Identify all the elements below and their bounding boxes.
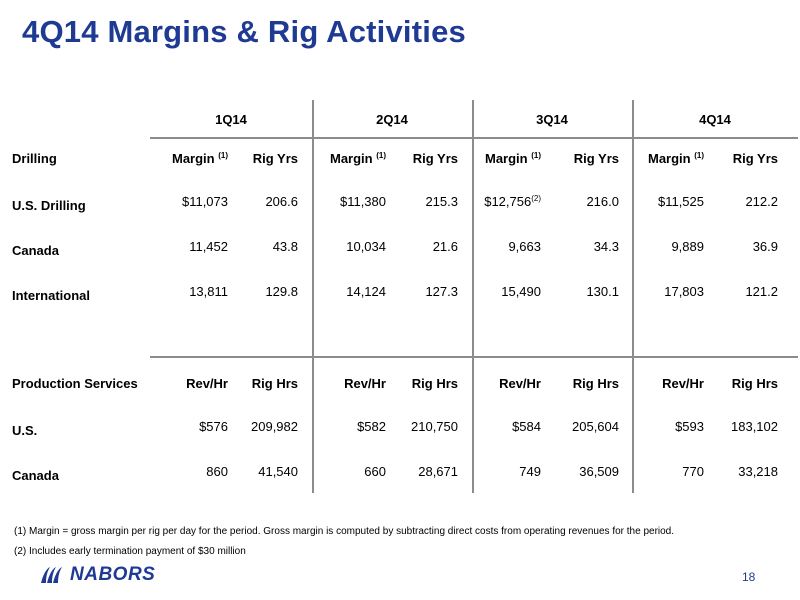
quarter-header-3q14: 3Q14 [536,112,568,127]
drilling-value-a: $11,380 [339,194,386,209]
drilling-col-a-header: Margin (1) [484,151,541,166]
drilling-value-a: $11,073 [181,194,228,209]
drilling-value-a: $11,525 [657,194,704,209]
production-value-b: 28,671 [418,464,458,479]
production-col-b-header: Rig Hrs [411,376,458,391]
drilling-value-b: 216.0 [586,194,619,209]
production-value-a: $582 [357,419,386,434]
footnote-1: (1) Margin = gross margin per rig per da… [14,526,675,537]
drilling-value-b: 206.6 [265,194,298,209]
drilling-col-a-header: Margin (1) [329,151,386,166]
section-divider [150,356,798,358]
logo-text: NABORS [70,564,156,585]
production-col-b-header: Rig Hrs [251,376,298,391]
drilling-col-b-header: Rig Yrs [573,151,619,166]
column-divider [472,100,474,493]
drilling-value-a: 14,124 [346,284,386,299]
production-row-label: U.S. [12,423,38,438]
drilling-row-label: Canada [12,243,59,258]
drilling-value-b: 130.1 [586,284,619,299]
production-value-b: 210,750 [411,419,458,434]
production-value-a: $584 [512,419,541,434]
drilling-col-a-header: Margin (1) [647,151,704,166]
drilling-value-b: 43.8 [272,239,298,254]
drilling-value-b: 129.8 [265,284,298,299]
drilling-col-b-header: Rig Yrs [732,151,778,166]
page-number: 18 [742,570,756,584]
footnote-2: (2) Includes early termination payment o… [14,546,246,557]
drilling-value-b: 212.2 [745,194,778,209]
quarter-header-2q14: 2Q14 [376,112,408,127]
production-col-a-header: Rev/Hr [499,376,541,391]
production-value-b: 183,102 [731,419,778,434]
production-value-a: $576 [199,419,228,434]
production-value-a: 770 [682,464,704,479]
drilling-value-a: 10,034 [346,239,386,254]
production-value-a: $593 [675,419,704,434]
production-value-b: 41,540 [258,464,298,479]
drilling-col-b-header: Rig Yrs [412,151,458,166]
drilling-row-label: International [12,288,91,303]
production-col-b-header: Rig Hrs [572,376,619,391]
drilling-value-a: 9,889 [671,239,704,254]
production-section-label: Production Services [12,376,138,391]
production-value-b: 209,982 [251,419,298,434]
drilling-value-b: 215.3 [425,194,458,209]
column-divider [632,100,634,493]
drilling-section-label: Drilling [12,151,57,166]
drilling-value-b: 21.6 [432,239,458,254]
drilling-value-a: 13,811 [189,284,228,299]
drilling-col-b-header: Rig Yrs [252,151,298,166]
drilling-value-a: $12,756(2) [484,194,541,209]
production-value-b: 36,509 [579,464,619,479]
nabors-logo: NABORS [38,564,155,586]
production-value-b: 205,604 [572,419,619,434]
drilling-value-b: 34.3 [593,239,619,254]
drilling-value-b: 121.2 [745,284,778,299]
quarter-header-4q14: 4Q14 [699,112,731,127]
production-value-a: 660 [364,464,386,479]
production-row-label: Canada [12,468,59,483]
quarter-header-1q14: 1Q14 [215,112,247,127]
column-divider [312,100,314,493]
drilling-col-a-header: Margin (1) [171,151,228,166]
production-value-a: 860 [206,464,228,479]
drilling-value-b: 36.9 [752,239,778,254]
production-value-a: 749 [519,464,541,479]
drilling-value-a: 17,803 [664,284,704,299]
drilling-value-a: 15,490 [501,284,541,299]
drilling-value-a: 11,452 [189,239,228,254]
nabors-logo-icon [41,567,62,583]
production-value-b: 33,218 [738,464,778,479]
production-col-a-header: Rev/Hr [662,376,704,391]
page-title: 4Q14 Margins & Rig Activities [22,14,466,49]
drilling-value-b: 127.3 [425,284,458,299]
production-col-a-header: Rev/Hr [186,376,228,391]
production-col-a-header: Rev/Hr [344,376,386,391]
header-divider [150,137,798,139]
drilling-row-label: U.S. Drilling [12,198,86,213]
production-col-b-header: Rig Hrs [731,376,778,391]
drilling-value-a: 9,663 [508,239,541,254]
